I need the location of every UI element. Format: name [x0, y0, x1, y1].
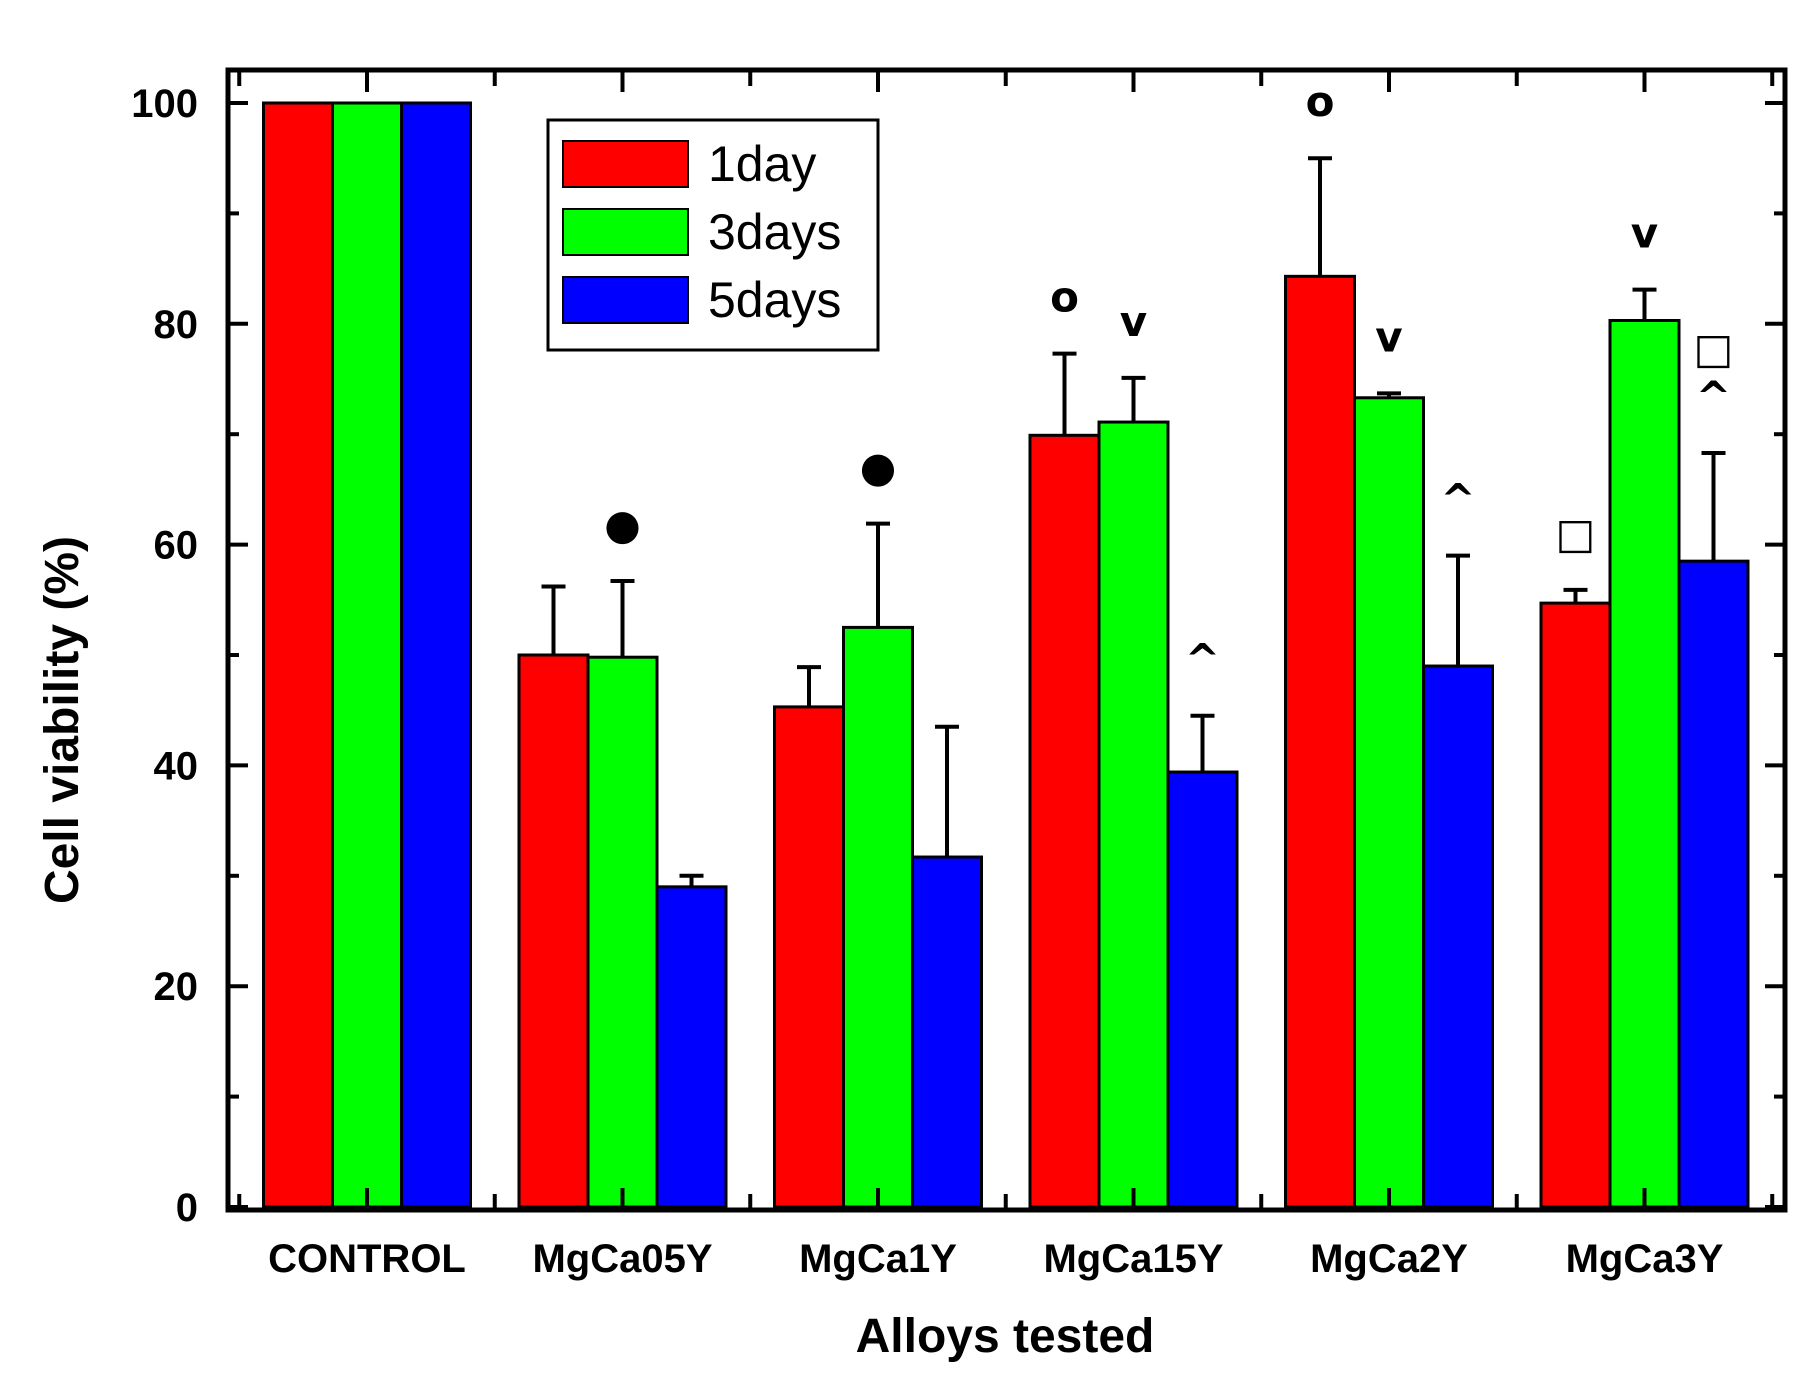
y-tick-label: 20	[154, 965, 199, 1009]
x-tick-label: CONTROL	[268, 1237, 466, 1281]
bar-1day-MgCa15Y	[1028, 433, 1101, 1209]
legend-swatch-5days	[562, 276, 689, 324]
significance-marker: ^	[1696, 372, 1731, 421]
bar-1day-CONTROL	[262, 101, 334, 1209]
bar-1day-MgCa3Y	[1539, 601, 1612, 1209]
bars-layer	[262, 101, 1750, 1209]
significance-marker: ^	[1185, 635, 1220, 684]
legend-label-1day: 1day	[708, 136, 816, 192]
y-tick-label: 60	[154, 524, 199, 568]
y-axis-title: Cell viability (%)	[36, 536, 89, 904]
significance-marker: ●	[604, 500, 641, 549]
legend-swatch-1day	[562, 140, 689, 188]
bar-5days-CONTROL	[400, 101, 472, 1209]
y-tick-label: 0	[176, 1186, 198, 1230]
bar-5days-MgCa3Y	[1677, 559, 1750, 1209]
significance-marker: v	[1375, 312, 1402, 361]
bar-5days-MgCa1Y	[911, 855, 983, 1209]
bar-5days-MgCa05Y	[655, 885, 728, 1209]
bar-5days-MgCa2Y	[1422, 664, 1494, 1209]
significance-marker: v	[1120, 297, 1147, 346]
significance-marker: □	[1694, 324, 1734, 373]
legend: 1day 3days 5days	[546, 118, 880, 352]
significance-marker: □	[1556, 509, 1596, 558]
legend-label-3days: 3days	[708, 204, 841, 260]
legend-label-5days: 5days	[708, 272, 841, 328]
bar-3days-MgCa3Y	[1608, 318, 1681, 1209]
axes-layer: 0 20 40 60 80 100 CONTROL MgCa05Y MgCa1Y MgCa15Y M…	[131, 67, 1788, 1281]
legend-swatch-3days	[562, 208, 689, 256]
significance-marker: v	[1631, 209, 1658, 258]
significance-markers-layer: ●●o v^ov^□v□^	[604, 77, 1733, 684]
bar-1day-MgCa05Y	[517, 653, 590, 1209]
x-tick-label: MgCa2Y	[1310, 1237, 1468, 1281]
bar-1day-MgCa1Y	[773, 705, 845, 1209]
x-tick-label: MgCa1Y	[799, 1237, 957, 1281]
bar-3days-MgCa05Y	[586, 655, 659, 1209]
significance-marker: ^	[1440, 475, 1475, 524]
x-axis-title: Alloys tested	[856, 1310, 1155, 1363]
y-tick-label: 80	[154, 303, 199, 347]
bar-5days-MgCa15Y	[1166, 770, 1239, 1209]
bar-3days-MgCa1Y	[842, 625, 914, 1209]
y-tick-label: 40	[154, 744, 199, 788]
bar-1day-MgCa2Y	[1284, 274, 1356, 1209]
x-tick-label: MgCa3Y	[1566, 1237, 1724, 1281]
y-tick-label: 100	[131, 82, 198, 126]
bar-3days-MgCa2Y	[1353, 396, 1425, 1209]
x-tick-label: MgCa05Y	[532, 1237, 712, 1281]
bar-3days-MgCa15Y	[1097, 420, 1170, 1209]
significance-marker: o	[1050, 273, 1079, 322]
significance-marker: ●	[860, 443, 897, 492]
error-bars-layer	[541, 156, 1726, 887]
significance-marker: o	[1306, 77, 1335, 126]
x-tick-label: MgCa15Y	[1043, 1237, 1223, 1281]
bar-3days-CONTROL	[331, 101, 403, 1209]
